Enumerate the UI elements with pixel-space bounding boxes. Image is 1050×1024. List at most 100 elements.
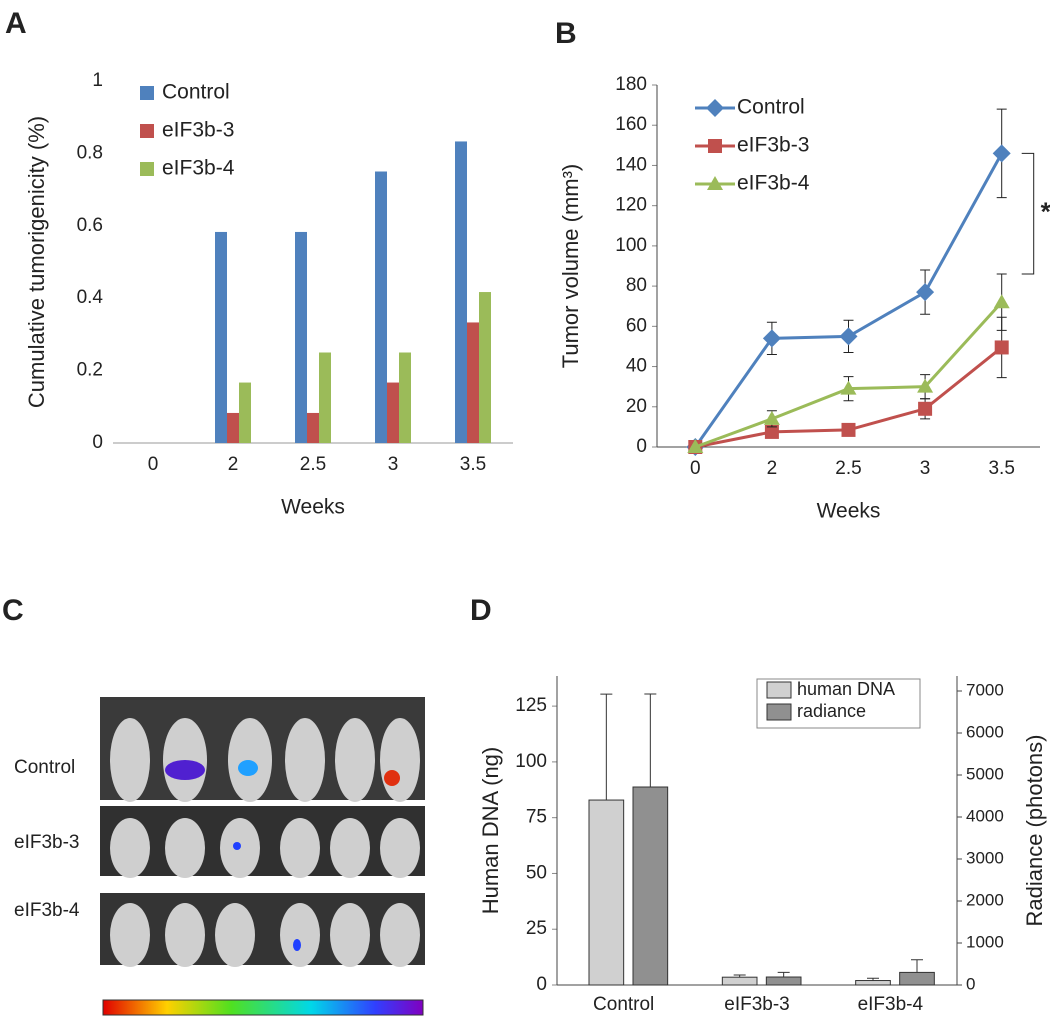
marker (840, 380, 857, 395)
y-tick-label: 120 (615, 195, 647, 216)
y-tick-label: 0 (536, 974, 547, 995)
y-tick-label: 0.4 (77, 287, 104, 308)
marker (841, 422, 856, 437)
row-label: Control (14, 757, 75, 778)
marker (916, 283, 935, 302)
legend-label: Control (737, 96, 805, 119)
legend-swatch (140, 86, 154, 100)
signal (233, 842, 241, 850)
y2-tick-label: 5000 (966, 764, 1004, 783)
line (694, 152, 1004, 448)
row-label: eIF3b-4 (14, 900, 80, 921)
y-tick-label: 0 (636, 436, 647, 457)
x-tick-label: 3.5 (460, 454, 486, 475)
y2-tick-label: 7000 (966, 680, 1004, 699)
bar (307, 412, 319, 443)
y-tick-label: 25 (526, 918, 547, 939)
legend-label: eIF3b-4 (162, 157, 235, 180)
y-tick-label: 40 (626, 356, 647, 377)
y-tick-label: 60 (626, 315, 647, 336)
marker (918, 401, 933, 416)
panel-label: B (555, 17, 577, 50)
x-tick-label: 2 (228, 454, 239, 475)
marker (687, 439, 704, 453)
x-tick-label: 0 (690, 458, 701, 479)
y2-tick-label: 1000 (966, 932, 1004, 951)
legend-label: eIF3b-3 (162, 119, 234, 142)
x-tick-label: 2.5 (835, 458, 861, 479)
legend-swatch (140, 162, 154, 176)
signal (165, 760, 205, 780)
legend-marker (706, 99, 724, 117)
mice (110, 718, 420, 967)
panel-label: A (5, 7, 27, 40)
error-bar (777, 971, 790, 978)
y-tick-label: 160 (615, 114, 647, 135)
marker (917, 378, 934, 393)
bar (855, 980, 891, 986)
y2-tick-label: 4000 (966, 806, 1004, 825)
y-tick-label: 100 (615, 235, 647, 256)
signal (384, 770, 400, 786)
y-tick-label: 0 (92, 432, 103, 453)
bar (387, 382, 399, 443)
legend-swatch (766, 681, 792, 699)
legend-label: Control (162, 81, 230, 104)
bar (375, 171, 387, 443)
annotation: * (1041, 197, 1050, 227)
panel-label: C (2, 594, 24, 627)
x-tick-label: 0 (148, 454, 159, 475)
legend-label: eIF3b-3 (737, 134, 809, 157)
legend-swatch (140, 124, 154, 138)
y2-tick-label: 3000 (966, 848, 1004, 867)
y-tick-label: 0.8 (77, 142, 103, 163)
x-tick-label: 3 (920, 458, 931, 479)
y-axis-title: Human DNA (ng) (478, 747, 503, 915)
bar (765, 976, 802, 986)
y2-tick-label: 6000 (966, 722, 1004, 741)
bar (215, 231, 227, 443)
y-tick-label: 0.6 (77, 215, 103, 236)
color-bar (102, 999, 424, 1016)
marker (762, 329, 781, 348)
y-tick-label: 0.2 (77, 360, 103, 381)
y-tick-label: 125 (515, 695, 547, 716)
legend-label: radiance (797, 701, 866, 721)
image-row (100, 806, 425, 876)
marker (839, 327, 858, 346)
y-axis-title: Cumulative tumorigenicity (%) (24, 116, 49, 408)
bar (295, 231, 307, 443)
y-tick-label: 180 (615, 74, 647, 95)
error-bar (911, 959, 923, 973)
marker (993, 294, 1010, 309)
y2-tick-label: 0 (966, 974, 975, 993)
legend-label: eIF3b-4 (737, 172, 810, 195)
image-panel: C Control eIF3b-3 eIF3b-4 (2, 594, 425, 1016)
y2-tick-label: 2000 (966, 890, 1004, 909)
bar (721, 976, 758, 986)
y-tick-label: 80 (626, 275, 647, 296)
bar (899, 971, 935, 986)
row-label: eIF3b-3 (14, 832, 79, 853)
bar (227, 412, 239, 443)
y-tick-label: 20 (626, 396, 647, 417)
legend-marker (707, 176, 723, 190)
x-axis-title: Weeks (817, 500, 881, 523)
x-tick-label: 2 (767, 458, 778, 479)
panel-label: D (470, 594, 492, 627)
x-tick-label: eIF3b-4 (858, 994, 924, 1015)
x-tick-label: eIF3b-3 (724, 994, 789, 1015)
bar (399, 352, 411, 443)
marker (763, 410, 780, 425)
bar (319, 352, 331, 443)
x-tick-label: Control (593, 994, 654, 1015)
y-tick-label: 100 (515, 751, 547, 772)
error-bar (644, 693, 657, 788)
error-bar (733, 974, 746, 978)
legend-marker (708, 139, 722, 153)
x-tick-label: 2.5 (300, 454, 326, 475)
error-bar (867, 977, 879, 981)
y-tick-label: 140 (615, 154, 647, 175)
y2-axis-title: Radiance (photons) (1022, 734, 1047, 926)
y-axis-title: Tumor volume (mm³) (558, 164, 583, 369)
